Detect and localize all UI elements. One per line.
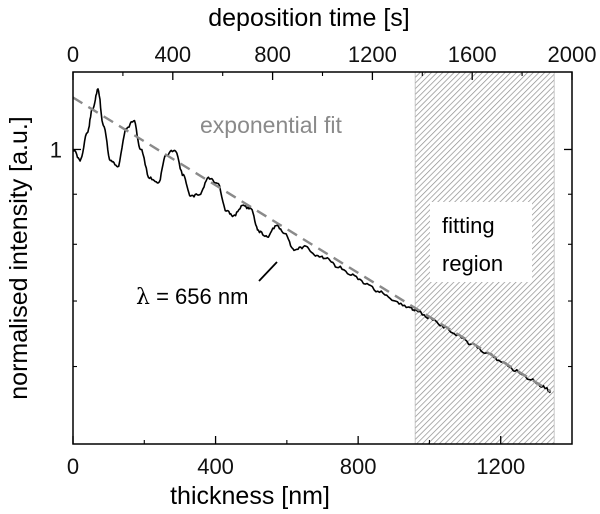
axis-ticks: 0 400 800 1200 0 400 800 1200 1600 2000 1 xyxy=(50,42,597,479)
x-tick-label: 400 xyxy=(197,454,234,479)
x2-tick-label: 1200 xyxy=(348,42,397,67)
x2-tick-label: 400 xyxy=(154,42,191,67)
annotation-fitting-region: fitting region xyxy=(430,202,532,282)
fitting-region-label-line-2: region xyxy=(442,251,503,276)
x2-tick-label: 800 xyxy=(254,42,291,67)
x-tick-label: 800 xyxy=(340,454,377,479)
series-exponential-fit-line xyxy=(73,96,552,393)
x2-tick-label: 0 xyxy=(67,42,79,67)
y-tick-label: 1 xyxy=(50,137,62,162)
annotation-wavelength: λ = 656 nm xyxy=(136,261,278,310)
annotation-exponential-fit: exponential fit xyxy=(200,112,343,138)
wavelength-label: λ = 656 nm xyxy=(136,284,248,310)
fitting-region-label-box xyxy=(430,202,532,282)
x-axis-title: thickness [nm] xyxy=(170,482,330,510)
x-tick-label: 1200 xyxy=(476,454,525,479)
x-tick-label: 0 xyxy=(67,454,79,479)
fitting-region-label-line-1: fitting xyxy=(442,213,495,238)
lambda-symbol: λ xyxy=(136,285,150,310)
x2-tick-label: 1600 xyxy=(448,42,497,67)
x2-axis-title: deposition time [s] xyxy=(208,4,410,32)
x2-tick-label: 2000 xyxy=(548,42,597,67)
wavelength-pointer xyxy=(258,261,278,282)
y-axis-title: normalised intensity [a.u.] xyxy=(5,116,33,399)
wavelength-value: = 656 nm xyxy=(150,284,248,309)
